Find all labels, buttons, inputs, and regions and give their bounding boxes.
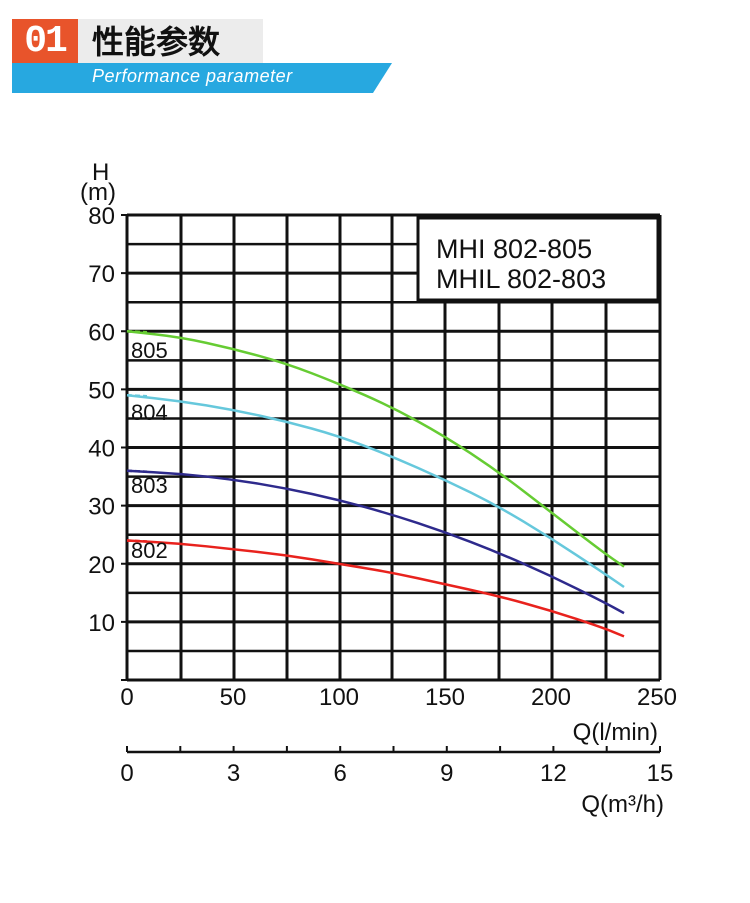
x-axis-title: Q(l/min) [573,719,658,746]
series-804-curve [126,393,625,589]
subtitle-band [12,63,392,93]
x-tick-label: 50 [220,684,247,711]
y-tick-label: 40 [88,436,115,463]
series-805-label: 805 [131,338,168,363]
y-tick-label: 80 [88,203,115,230]
x-tick-labels: 0 50 100 150 200 250 [120,684,677,711]
x-tick-label: 200 [531,684,571,711]
y-axis-title: H [92,159,109,186]
y-tick-labels: 80 70 60 50 40 30 20 10 [88,203,115,637]
series-805-curve [126,330,625,568]
curve-layer: 805 804 803 802 [126,330,625,638]
y-tick-label: 50 [88,377,115,404]
y-tick-label: 30 [88,494,115,521]
y-axis-unit: (m) [80,179,116,206]
model-line-2: MHIL 802-803 [436,264,606,294]
series-802-curve [126,539,625,638]
x-tick-label: 100 [319,684,359,711]
x2-tick-label: 0 [120,760,133,787]
series-803-curve [126,469,625,615]
x2-tick-label: 3 [227,760,240,787]
x2-tick-label: 9 [440,760,453,787]
series-802-label: 802 [131,538,168,563]
x2-axis-title: Q(m³/h) [581,791,664,818]
x2-tick-label: 6 [334,760,347,787]
section-subtitle: Performance parameter [92,66,293,86]
series-803-label: 803 [131,473,168,498]
x-tick-label: 250 [637,684,677,711]
model-line-1: MHI 802-805 [436,234,592,264]
model-legend-box [416,216,660,302]
x2-tick-label: 15 [647,760,674,787]
y-tick-label: 70 [88,261,115,288]
title-band [78,19,263,65]
x-tick-label: 0 [120,684,133,711]
y-tick-label: 10 [88,610,115,637]
section-header: 01 性能参数 Performance parameter [0,0,750,110]
section-title: 性能参数 [92,23,221,61]
y-tick-label: 20 [88,552,115,579]
x2-tick-labels: 0 3 6 9 12 15 [120,746,673,787]
x-tick-label: 150 [425,684,465,711]
series-804-label: 804 [131,400,168,425]
y-tick-label: 60 [88,319,115,346]
x2-tick-label: 12 [540,760,567,787]
section-number-badge: 01 [12,19,78,65]
